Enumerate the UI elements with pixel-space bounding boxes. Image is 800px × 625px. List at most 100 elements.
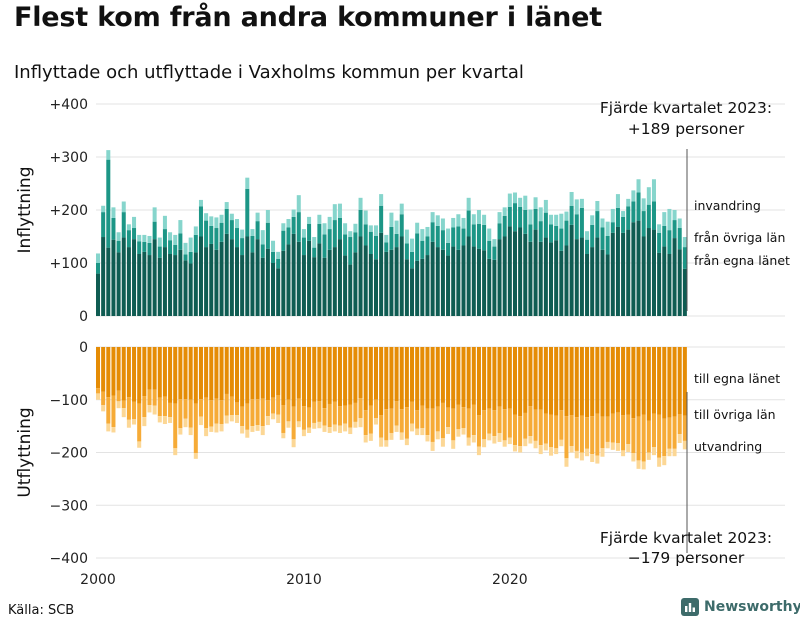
bar-till-ovriga-lan	[600, 416, 605, 449]
bar-till-ovriga-lan	[410, 401, 415, 424]
bar-fran-egna-lanet	[394, 247, 399, 316]
bar-till-ovriga-lan	[271, 397, 276, 414]
bar-till-egna-lanet	[502, 347, 507, 410]
bar-fran-ovriga-lan	[152, 221, 157, 240]
bar-invandring	[214, 217, 219, 229]
bar-utvandring	[471, 435, 476, 443]
bar-invandring	[301, 229, 306, 238]
bar-till-egna-lanet	[430, 347, 435, 409]
bar-till-ovriga-lan	[507, 408, 512, 438]
bar-utvandring	[142, 417, 147, 427]
bar-till-ovriga-lan	[559, 410, 564, 440]
bar-invandring	[435, 215, 440, 226]
bar-till-egna-lanet	[368, 347, 373, 406]
bar-till-egna-lanet	[394, 347, 399, 402]
bar-till-ovriga-lan	[353, 402, 358, 422]
bar-invandring	[404, 229, 409, 244]
bar-fran-egna-lanet	[224, 233, 229, 316]
bar-invandring	[626, 198, 631, 207]
bar-fran-egna-lanet	[451, 246, 456, 316]
bar-till-ovriga-lan	[451, 408, 456, 441]
bar-invandring	[476, 210, 481, 224]
bar-utvandring	[574, 450, 579, 459]
bar-invandring	[394, 220, 399, 234]
bar-fran-ovriga-lan	[399, 214, 404, 237]
bar-till-egna-lanet	[116, 347, 121, 391]
bar-invandring	[399, 203, 404, 215]
bar-fran-egna-lanet	[193, 252, 198, 316]
bar-fran-egna-lanet	[363, 245, 368, 316]
bar-till-egna-lanet	[657, 347, 662, 415]
y-tick-label: +100	[50, 256, 88, 272]
bar-till-egna-lanet	[358, 347, 363, 399]
bar-fran-ovriga-lan	[96, 263, 101, 274]
bar-fran-ovriga-lan	[554, 225, 559, 241]
bar-fran-egna-lanet	[420, 258, 425, 316]
bar-till-ovriga-lan	[615, 412, 620, 444]
bar-fran-egna-lanet	[173, 255, 178, 316]
bar-fran-ovriga-lan	[559, 228, 564, 251]
bar-invandring	[631, 190, 636, 202]
bar-till-ovriga-lan	[657, 414, 662, 458]
bar-invandring	[348, 231, 353, 238]
bar-fran-egna-lanet	[111, 239, 116, 316]
bar-fran-ovriga-lan	[260, 244, 265, 258]
bar-till-egna-lanet	[533, 347, 538, 410]
bar-fran-ovriga-lan	[497, 223, 502, 240]
bar-invandring	[579, 198, 584, 208]
bar-till-ovriga-lan	[363, 410, 368, 436]
bar-utvandring	[621, 450, 626, 457]
bar-fran-egna-lanet	[430, 241, 435, 316]
bar-invandring	[507, 193, 512, 207]
bar-till-egna-lanet	[209, 347, 214, 401]
bar-utvandring	[512, 445, 517, 452]
bar-utvandring	[301, 429, 306, 437]
bar-invandring	[307, 216, 312, 224]
bar-fran-ovriga-lan	[281, 230, 286, 251]
bar-fran-ovriga-lan	[451, 227, 456, 247]
x-tick-label: 2000	[80, 572, 116, 588]
bar-fran-egna-lanet	[121, 237, 126, 316]
bar-fran-ovriga-lan	[667, 230, 672, 254]
bar-utvandring	[605, 441, 610, 449]
bar-fran-egna-lanet	[651, 229, 656, 316]
bar-fran-egna-lanet	[590, 247, 595, 316]
bar-fran-ovriga-lan	[286, 227, 291, 245]
bar-invandring	[296, 195, 301, 213]
bar-till-egna-lanet	[147, 347, 152, 390]
bar-till-egna-lanet	[667, 347, 672, 418]
bar-till-ovriga-lan	[240, 406, 245, 427]
bar-invandring	[621, 211, 626, 217]
bar-utvandring	[204, 428, 209, 437]
bar-fran-egna-lanet	[255, 239, 260, 316]
bar-fran-ovriga-lan	[142, 241, 147, 252]
bar-fran-egna-lanet	[168, 253, 173, 316]
bar-till-ovriga-lan	[471, 404, 476, 436]
bar-invandring	[646, 187, 651, 205]
bar-till-ovriga-lan	[384, 409, 389, 441]
bar-till-ovriga-lan	[446, 407, 451, 428]
bar-till-egna-lanet	[662, 347, 667, 419]
bar-invandring	[255, 212, 260, 222]
bar-utvandring	[415, 428, 420, 436]
bar-fran-egna-lanet	[317, 243, 322, 316]
series-label-fran-egna-lanet: från egna länet	[694, 253, 790, 268]
bar-fran-ovriga-lan	[415, 233, 420, 261]
bar-invandring	[569, 191, 574, 206]
bar-fran-egna-lanet	[240, 255, 245, 316]
bar-utvandring	[651, 447, 656, 456]
bar-utvandring	[229, 415, 234, 422]
bar-till-egna-lanet	[379, 347, 384, 416]
y-tick-label: −200	[50, 446, 88, 462]
bar-invandring	[96, 253, 101, 263]
bar-utvandring	[209, 426, 214, 432]
bar-till-egna-lanet	[152, 347, 157, 390]
bar-fran-ovriga-lan	[229, 220, 234, 240]
bar-till-egna-lanet	[214, 347, 219, 399]
series-label-invandring: invandring	[694, 198, 761, 213]
bar-till-egna-lanet	[569, 347, 574, 416]
bar-till-ovriga-lan	[317, 401, 322, 422]
bar-till-ovriga-lan	[595, 413, 600, 456]
bar-till-ovriga-lan	[301, 406, 306, 430]
bar-till-egna-lanet	[466, 347, 471, 409]
